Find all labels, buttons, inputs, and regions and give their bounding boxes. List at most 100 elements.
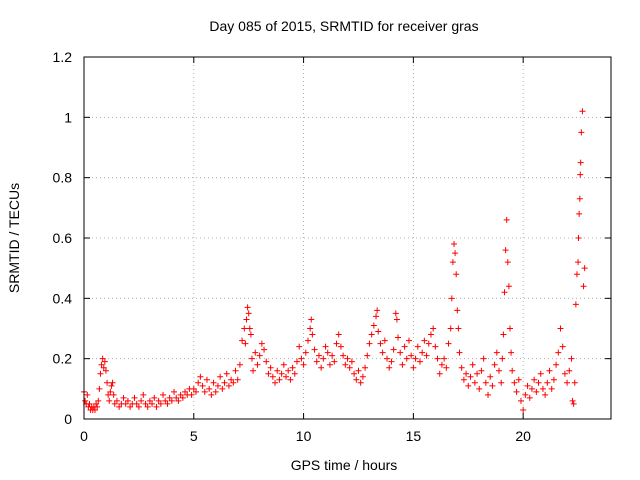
data-point	[342, 361, 349, 368]
data-points	[81, 108, 588, 413]
data-point	[335, 331, 342, 338]
data-point	[392, 310, 399, 317]
data-point	[247, 331, 254, 338]
data-point	[326, 361, 333, 368]
data-point	[482, 379, 489, 386]
data-point	[278, 370, 285, 377]
data-point	[206, 385, 213, 392]
data-point	[225, 382, 232, 389]
data-point	[166, 394, 173, 401]
data-point	[324, 349, 331, 356]
data-point	[471, 379, 478, 386]
data-point	[539, 385, 546, 392]
data-point	[243, 316, 250, 323]
data-point	[160, 391, 167, 398]
data-point	[107, 388, 114, 395]
data-point	[135, 403, 142, 410]
data-point	[427, 331, 434, 338]
data-point	[94, 403, 101, 410]
data-point	[250, 367, 257, 374]
data-point	[182, 388, 189, 395]
x-tick-label: 20	[515, 428, 531, 444]
data-point	[291, 370, 298, 377]
data-point	[386, 364, 393, 371]
data-point	[210, 379, 217, 386]
data-point	[272, 379, 279, 386]
data-point	[430, 325, 437, 332]
data-point	[153, 403, 160, 410]
data-point	[313, 358, 320, 365]
data-point	[520, 406, 527, 413]
data-point	[505, 283, 512, 290]
data-point	[127, 403, 134, 410]
data-point	[553, 361, 560, 368]
data-point	[555, 349, 562, 356]
data-point	[219, 385, 226, 392]
data-point	[98, 361, 105, 368]
data-point	[177, 391, 184, 398]
data-point	[179, 394, 186, 401]
data-point	[355, 367, 362, 374]
data-point	[561, 370, 568, 377]
data-point	[333, 340, 340, 347]
data-point	[403, 355, 410, 362]
data-point	[528, 385, 535, 392]
y-tick-label: 1.2	[53, 49, 73, 65]
data-point	[142, 400, 149, 407]
data-point	[447, 325, 454, 332]
data-point	[557, 325, 564, 332]
data-point	[113, 397, 120, 404]
data-point	[151, 394, 158, 401]
data-point	[201, 388, 208, 395]
data-point	[263, 358, 270, 365]
data-point	[192, 388, 199, 395]
data-point	[460, 376, 467, 383]
data-point	[443, 364, 450, 371]
y-tick-label: 0.2	[53, 351, 73, 367]
data-point	[548, 385, 555, 392]
data-point	[450, 241, 457, 248]
data-point	[351, 370, 358, 377]
data-point	[434, 355, 441, 362]
data-point	[144, 403, 151, 410]
data-point	[377, 340, 384, 347]
data-point	[109, 379, 116, 386]
data-point	[569, 397, 576, 404]
data-point	[239, 337, 246, 344]
data-point	[502, 247, 509, 254]
data-point	[287, 376, 294, 383]
data-point	[110, 391, 117, 398]
data-point	[244, 304, 251, 311]
data-point	[199, 382, 206, 389]
data-point	[395, 334, 402, 341]
data-point	[559, 343, 566, 350]
data-point	[245, 310, 252, 317]
data-point	[546, 367, 553, 374]
data-point	[522, 391, 529, 398]
data-point	[524, 382, 531, 389]
data-point	[254, 361, 261, 368]
data-point	[283, 373, 290, 380]
data-point	[550, 376, 557, 383]
data-point	[344, 355, 351, 362]
data-point	[280, 361, 287, 368]
data-point	[309, 331, 316, 338]
data-point	[393, 316, 400, 323]
data-point	[452, 250, 459, 257]
data-point	[414, 343, 421, 350]
data-point	[149, 400, 156, 407]
data-point	[258, 340, 265, 347]
data-point	[82, 397, 89, 404]
data-point	[276, 376, 283, 383]
data-point	[506, 325, 513, 332]
data-point	[86, 400, 93, 407]
data-point	[164, 400, 171, 407]
data-point	[93, 400, 100, 407]
data-point	[99, 355, 106, 362]
data-point	[517, 397, 524, 404]
data-point	[575, 259, 582, 266]
data-point	[252, 349, 259, 356]
data-point	[480, 355, 487, 362]
data-point	[572, 301, 579, 308]
data-point	[300, 361, 307, 368]
